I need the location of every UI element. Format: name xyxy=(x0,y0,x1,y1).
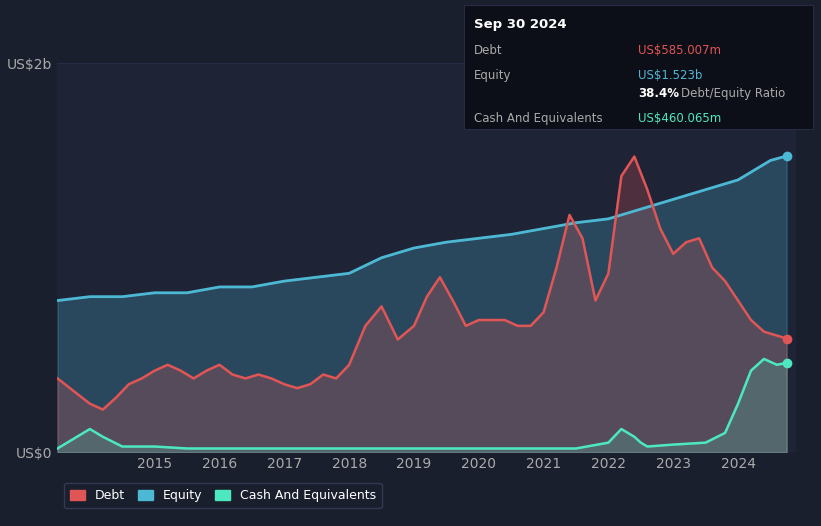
Text: US$1.523b: US$1.523b xyxy=(638,69,702,82)
Text: Debt/Equity Ratio: Debt/Equity Ratio xyxy=(681,87,785,99)
Text: US$585.007m: US$585.007m xyxy=(638,44,721,57)
Legend: Debt, Equity, Cash And Equivalents: Debt, Equity, Cash And Equivalents xyxy=(64,483,382,509)
Text: Cash And Equivalents: Cash And Equivalents xyxy=(474,112,603,125)
Text: Debt: Debt xyxy=(474,44,502,57)
Text: 38.4%: 38.4% xyxy=(638,87,679,99)
Text: Sep 30 2024: Sep 30 2024 xyxy=(474,18,566,32)
Text: US$460.065m: US$460.065m xyxy=(638,112,721,125)
Text: Equity: Equity xyxy=(474,69,511,82)
